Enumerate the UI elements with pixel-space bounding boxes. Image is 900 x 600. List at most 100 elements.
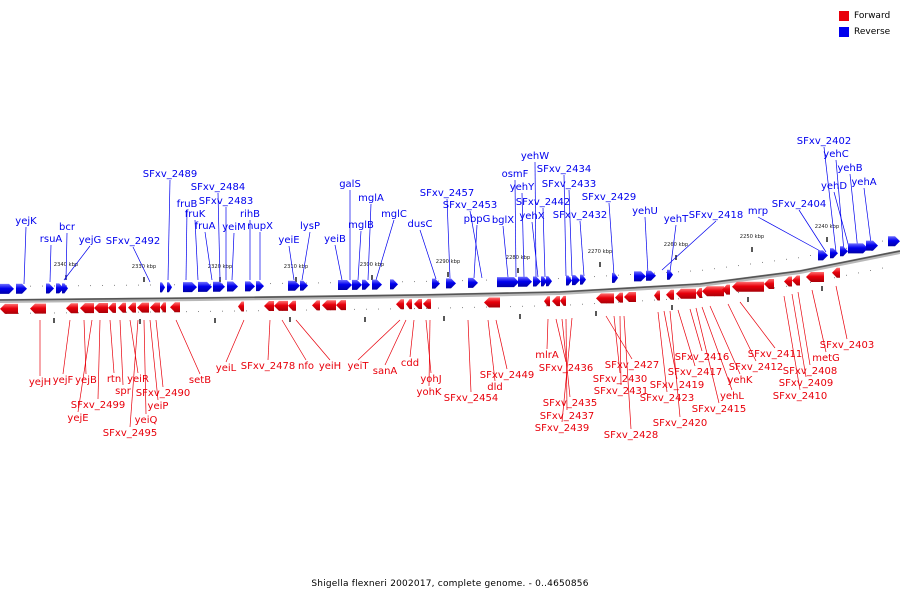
leader-sfxv-2484 bbox=[217, 192, 221, 281]
leader-sfxv-2402 bbox=[823, 146, 837, 253]
minor-tick bbox=[510, 306, 511, 308]
gene-label-sfxv-2478: SFxv_2478 bbox=[241, 361, 295, 372]
reverse-gene-arrow bbox=[56, 283, 64, 294]
gene-label-yeiq: yeiQ bbox=[135, 415, 158, 426]
reverse-gene-arrow bbox=[446, 278, 456, 289]
leader-yehd bbox=[833, 191, 851, 252]
minor-tick bbox=[750, 263, 751, 265]
reverse-gene-arrow bbox=[213, 281, 225, 292]
leader-spr bbox=[119, 319, 124, 386]
gene-label-bcr: bcr bbox=[59, 222, 76, 233]
gene-label-sfxv-2402: SFxv_2402 bbox=[797, 136, 851, 147]
leader-sfxv-2449 bbox=[495, 319, 508, 370]
leader-yejb bbox=[83, 319, 87, 375]
gene-label-sfxv-2499: SFxv_2499 bbox=[71, 400, 125, 411]
leader-yehc bbox=[835, 159, 845, 253]
forward-gene-arrow bbox=[702, 286, 724, 297]
gene-label-sfxv-2429: SFxv_2429 bbox=[582, 192, 636, 203]
leader-sfxv-2420 bbox=[669, 310, 681, 418]
gene-label-yeir: yeiR bbox=[127, 374, 149, 385]
minor-tick bbox=[594, 303, 595, 305]
minor-tick bbox=[402, 281, 403, 283]
forward-gene-arrow bbox=[764, 279, 774, 290]
gene-label-fruk: fruK bbox=[185, 209, 206, 220]
minor-tick bbox=[66, 312, 67, 314]
gene-label-sfxv-2492: SFxv_2492 bbox=[106, 236, 160, 247]
leader-sfxv-2434 bbox=[563, 174, 567, 277]
reverse-gene-arrow bbox=[160, 282, 165, 293]
minor-tick bbox=[438, 280, 439, 282]
gene-label-sfxv-2442: SFxv_2442 bbox=[516, 197, 570, 208]
gene-label-sfxv-2415: SFxv_2415 bbox=[692, 404, 746, 415]
forward-gene-arrow bbox=[615, 292, 623, 303]
gene-label-dld: dld bbox=[487, 382, 502, 393]
minor-tick bbox=[570, 304, 571, 306]
forward-gene-arrow bbox=[264, 301, 274, 312]
minor-tick bbox=[690, 270, 691, 272]
leader-yeih bbox=[295, 319, 331, 361]
leader-yehx bbox=[531, 221, 539, 278]
gene-label-setb: setB bbox=[189, 375, 211, 386]
reverse-gene-arrow bbox=[566, 275, 572, 286]
minor-tick bbox=[678, 298, 679, 300]
gene-label-yehw: yehW bbox=[521, 151, 549, 162]
reverse-gene-arrow bbox=[167, 282, 172, 293]
leader-yeip bbox=[149, 319, 159, 401]
gene-label-sfxv-2419: SFxv_2419 bbox=[650, 380, 704, 391]
minor-tick bbox=[42, 285, 43, 287]
minor-tick bbox=[522, 305, 523, 307]
gene-label-osmf: osmF bbox=[502, 169, 529, 180]
reverse-gene-arrow bbox=[667, 269, 673, 280]
gene-label-sfxv-2437: SFxv_2437 bbox=[540, 411, 594, 422]
leader-sfxv-2428 bbox=[623, 315, 632, 430]
forward-gene-arrow bbox=[552, 296, 560, 307]
gene-label-sfxv-2412: SFxv_2412 bbox=[729, 362, 783, 373]
gene-label-sfxv-2495: SFxv_2495 bbox=[103, 428, 157, 439]
legend-forward-label: Forward bbox=[854, 11, 891, 21]
minor-tick bbox=[270, 283, 271, 285]
minor-tick bbox=[426, 280, 427, 282]
gene-label-yehy: yehY bbox=[510, 182, 535, 193]
minor-tick bbox=[150, 284, 151, 286]
scale-label-2240-kbp: 2240 kbp bbox=[815, 224, 840, 230]
forward-gene-arrow bbox=[406, 299, 412, 310]
leader-yeiq bbox=[143, 319, 147, 415]
reverse-gene-arrow bbox=[245, 281, 255, 292]
forward-gene-arrow bbox=[137, 302, 149, 313]
minor-tick bbox=[846, 247, 847, 249]
leader-yeib bbox=[334, 244, 343, 281]
minor-tick bbox=[726, 266, 727, 268]
gene-label-gals: galS bbox=[339, 179, 361, 190]
gene-label-yeit: yeiT bbox=[348, 361, 370, 372]
gene-label-mrp: mrp bbox=[748, 206, 768, 217]
minor-tick bbox=[594, 276, 595, 278]
leader-setb bbox=[175, 319, 201, 375]
gene-label-yehl: yehL bbox=[720, 391, 744, 402]
minor-tick bbox=[246, 310, 247, 312]
gene-label-dusc: dusC bbox=[408, 219, 433, 230]
scale-label-2300-kbp: 2300 kbp bbox=[360, 262, 385, 268]
leader-nfo bbox=[281, 319, 307, 361]
forward-gene-arrow bbox=[274, 300, 288, 311]
forward-gene-arrow bbox=[696, 288, 702, 299]
reverse-gene-arrow bbox=[541, 276, 547, 287]
reverse-gene-arrow bbox=[830, 248, 838, 259]
gene-label-cdd: cdd bbox=[401, 358, 419, 369]
reverse-gene-arrow bbox=[198, 281, 212, 292]
minor-tick bbox=[558, 278, 559, 280]
minor-tick bbox=[714, 268, 715, 270]
leader-sfxv-2403 bbox=[835, 285, 848, 340]
forward-gene-arrow bbox=[792, 275, 800, 286]
forward-gene-arrow bbox=[806, 272, 824, 282]
leader-metg bbox=[811, 289, 827, 353]
minor-tick bbox=[546, 305, 547, 307]
leader-sfxv-2495 bbox=[129, 319, 139, 428]
gene-label-yejh: yejH bbox=[29, 377, 51, 388]
leader-sfxv-2499 bbox=[97, 319, 101, 400]
minor-tick bbox=[582, 303, 583, 305]
reverse-gene-arrow bbox=[227, 281, 238, 292]
gene-label-mglb: mglB bbox=[348, 220, 374, 231]
leader-sfxv-2419 bbox=[663, 310, 678, 380]
minor-tick bbox=[138, 311, 139, 313]
leader-sfxv-2457 bbox=[446, 198, 451, 279]
